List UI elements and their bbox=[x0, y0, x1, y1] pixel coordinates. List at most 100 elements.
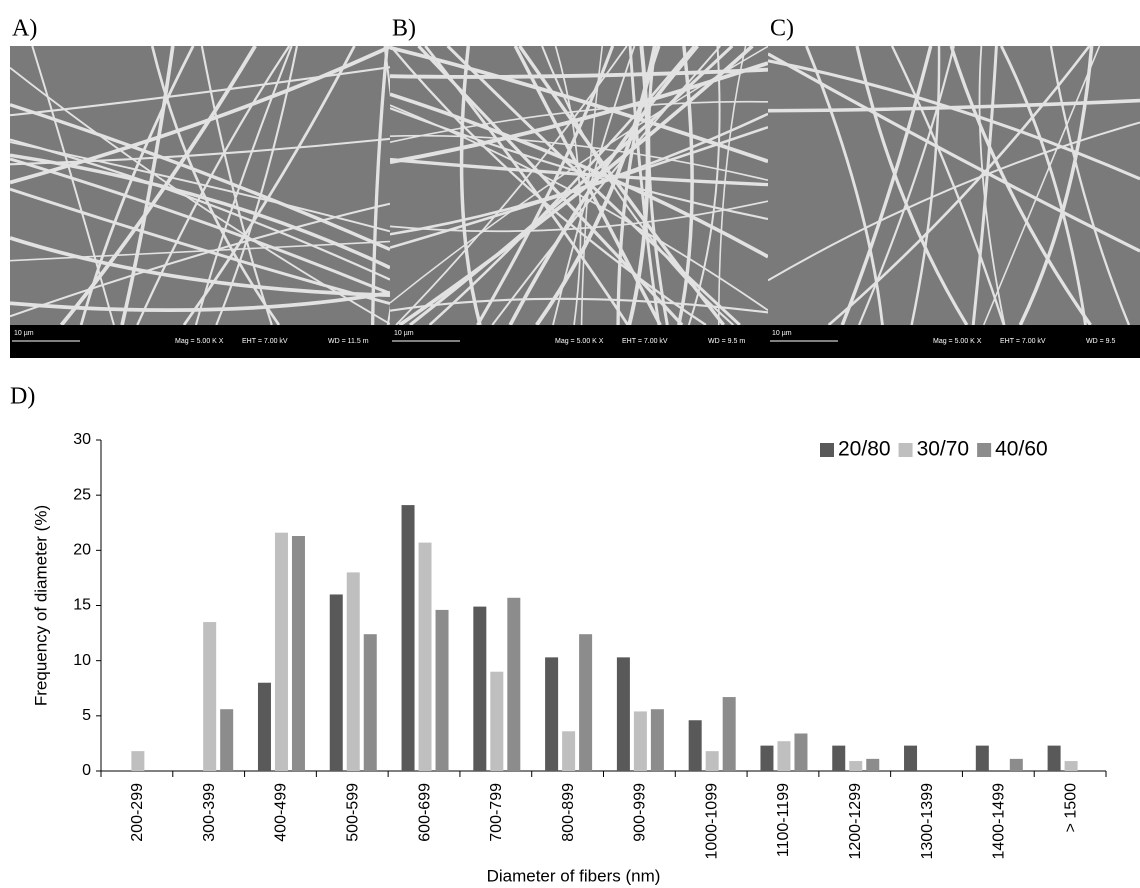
bar bbox=[562, 731, 576, 771]
sem-image bbox=[390, 46, 768, 358]
x-tick-label: 1200-1299 bbox=[847, 783, 864, 860]
fiber bbox=[768, 121, 1140, 282]
bar bbox=[346, 572, 360, 771]
fiber bbox=[10, 138, 390, 281]
fiber bbox=[554, 46, 582, 325]
fiber bbox=[910, 46, 941, 325]
y-tick-label: 10 bbox=[73, 652, 91, 669]
bar bbox=[203, 622, 217, 771]
fiber bbox=[768, 98, 1140, 113]
fiber bbox=[10, 141, 390, 233]
x-tick-label: 600-699 bbox=[416, 783, 433, 842]
bar bbox=[291, 535, 305, 771]
legend-swatch bbox=[977, 443, 992, 457]
bar bbox=[849, 761, 863, 771]
bar bbox=[490, 671, 504, 771]
y-tick-label: 30 bbox=[73, 431, 91, 448]
fiber bbox=[982, 46, 1101, 325]
bar bbox=[688, 720, 702, 771]
legend-swatch bbox=[898, 443, 913, 457]
bar bbox=[131, 751, 145, 771]
sem-image bbox=[10, 46, 390, 358]
wd-text: WD = 11.5 m bbox=[328, 338, 369, 345]
fiber bbox=[827, 46, 1091, 325]
bar bbox=[545, 657, 559, 771]
eht-text: EHT = 7.00 kV bbox=[622, 338, 668, 345]
fiber bbox=[182, 46, 356, 325]
fiber bbox=[395, 46, 628, 325]
fiber bbox=[855, 46, 969, 325]
bar bbox=[777, 741, 791, 771]
fiber bbox=[840, 46, 933, 325]
fibers bbox=[10, 46, 390, 325]
x-tick-label: 1400-1499 bbox=[991, 783, 1008, 860]
fiber bbox=[390, 112, 768, 236]
bar bbox=[507, 597, 521, 771]
mag-text: Mag = 5.00 K X bbox=[175, 338, 224, 345]
fiber bbox=[10, 240, 390, 262]
mag-text: Mag = 5.00 K X bbox=[555, 338, 604, 345]
fiber bbox=[424, 46, 630, 325]
fiber bbox=[10, 46, 390, 185]
fiber bbox=[10, 290, 390, 313]
bar bbox=[274, 532, 288, 771]
bar bbox=[722, 697, 736, 771]
fiber bbox=[717, 46, 747, 325]
fiber bbox=[194, 46, 293, 325]
fiber bbox=[390, 134, 768, 181]
bar bbox=[1047, 745, 1061, 771]
fiber bbox=[10, 66, 390, 117]
eht-text: EHT = 7.00 kV bbox=[242, 338, 288, 345]
fiber bbox=[120, 46, 175, 325]
fiber bbox=[10, 157, 390, 295]
fiber bbox=[628, 46, 661, 325]
bar bbox=[794, 733, 808, 771]
fiber bbox=[1018, 46, 1094, 325]
scale-text: 10 µm bbox=[394, 330, 414, 337]
fibers bbox=[768, 46, 1140, 325]
fiber bbox=[390, 92, 768, 259]
fiber bbox=[390, 46, 768, 304]
fiber bbox=[390, 100, 768, 143]
fiber bbox=[59, 46, 257, 325]
bar bbox=[401, 505, 415, 771]
legend-label: 30/70 bbox=[917, 438, 970, 461]
y-axis-title: Frequency of diameter (%) bbox=[31, 505, 50, 706]
fiber bbox=[552, 46, 636, 325]
x-axis-title: Diameter of fibers (nm) bbox=[487, 866, 661, 885]
x-tick-label: 400-499 bbox=[273, 783, 290, 842]
fiber bbox=[768, 52, 1140, 253]
panel-label: D) bbox=[10, 384, 35, 410]
bar bbox=[760, 745, 774, 771]
bar bbox=[363, 634, 377, 771]
fiber bbox=[215, 46, 298, 325]
legend-label: 40/60 bbox=[995, 438, 1048, 461]
x-tick-label: 900-999 bbox=[632, 783, 649, 842]
bar bbox=[616, 657, 630, 771]
panel-label: B) bbox=[392, 16, 416, 42]
fiber bbox=[408, 46, 734, 325]
bar bbox=[220, 709, 234, 771]
fiber bbox=[383, 46, 390, 325]
fiber bbox=[541, 46, 734, 325]
fiber bbox=[428, 46, 696, 325]
bar bbox=[975, 745, 989, 771]
fiber bbox=[647, 46, 669, 325]
fiber bbox=[949, 46, 1092, 325]
fiber bbox=[10, 236, 390, 297]
bar bbox=[257, 682, 271, 771]
wd-text: WD = 9.5 bbox=[1086, 338, 1115, 345]
fiber bbox=[136, 46, 291, 325]
panel-label: A) bbox=[12, 16, 37, 42]
eht-text: EHT = 7.00 kV bbox=[1000, 338, 1046, 345]
x-tick-label: 200-299 bbox=[129, 783, 146, 842]
bar bbox=[904, 745, 918, 771]
fiber bbox=[858, 46, 955, 325]
fiber bbox=[10, 66, 390, 325]
fiber bbox=[10, 103, 390, 252]
fiber bbox=[79, 46, 195, 325]
x-tick-label: 1100-1199 bbox=[775, 783, 792, 857]
x-tick-label: 800-899 bbox=[560, 783, 577, 842]
fiber bbox=[1000, 46, 1087, 325]
